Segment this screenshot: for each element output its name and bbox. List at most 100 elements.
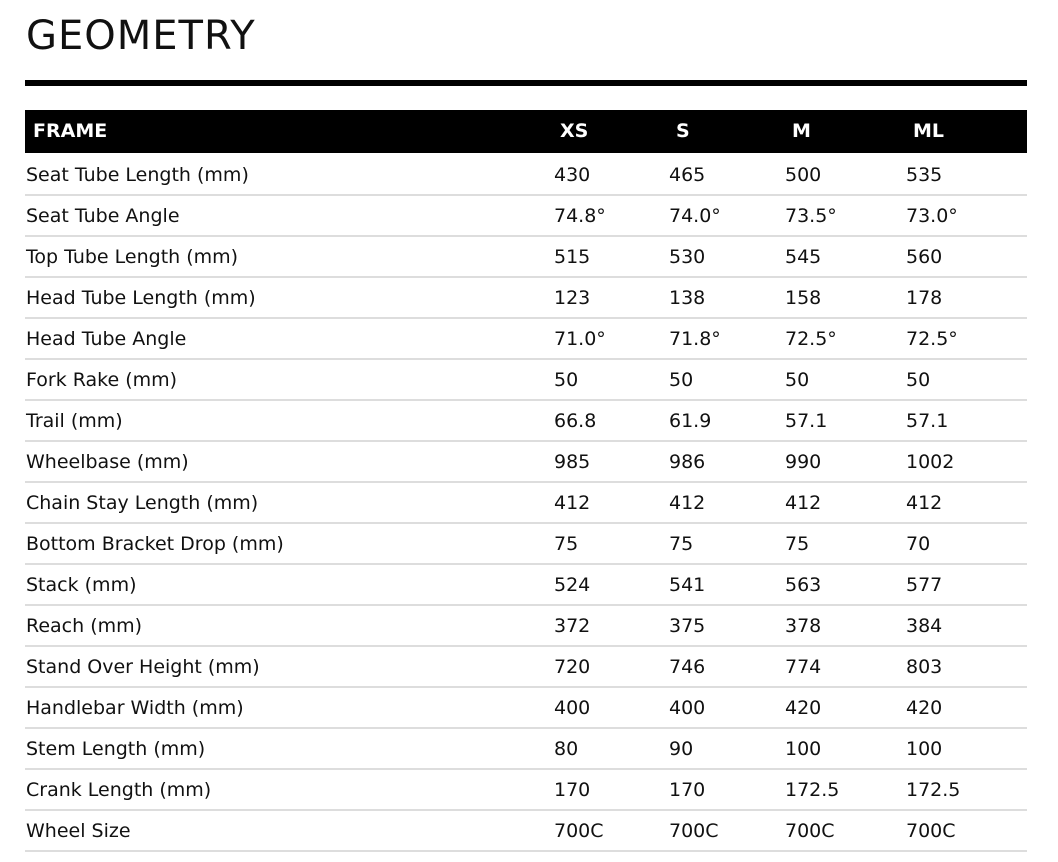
row-value: 71.8° [669, 328, 721, 350]
row-value: 990 [785, 451, 822, 473]
row-value: 61.9 [669, 410, 712, 432]
row-value: 170 [554, 779, 591, 801]
table-row: Top Tube Length (mm) 515 530 545 560 [25, 237, 1027, 278]
table-row: Head Tube Length (mm) 123 138 158 178 [25, 278, 1027, 319]
table-row: Head Tube Angle 71.0° 71.8° 72.5° 72.5° [25, 319, 1027, 360]
row-value: 803 [906, 656, 943, 678]
row-value: 138 [669, 287, 706, 309]
row-value: 700C [669, 820, 719, 842]
row-value: 535 [906, 164, 943, 186]
row-value: 746 [669, 656, 706, 678]
table-row: Seat Tube Length (mm) 430 465 500 535 [25, 155, 1027, 196]
row-label: Stack (mm) [26, 574, 137, 596]
row-value: 524 [554, 574, 591, 596]
row-value: 72.5° [906, 328, 958, 350]
row-label: Chain Stay Length (mm) [26, 492, 259, 514]
row-label: Head Tube Length (mm) [26, 287, 256, 309]
row-value: 158 [785, 287, 822, 309]
row-value: 384 [906, 615, 943, 637]
row-label: Trail (mm) [26, 410, 123, 432]
row-value: 71.0° [554, 328, 606, 350]
row-label: Stem Length (mm) [26, 738, 206, 760]
row-label: Wheel Size [26, 820, 131, 842]
table-row: Wheel Size 700C 700C 700C 700C [25, 811, 1027, 852]
header-label: FRAME [33, 120, 108, 142]
row-value: 100 [785, 738, 822, 760]
row-value: 1002 [906, 451, 955, 473]
row-label: Top Tube Length (mm) [26, 246, 239, 268]
title-rule [25, 80, 1027, 86]
row-value: 50 [906, 369, 931, 391]
row-value: 73.5° [785, 205, 837, 227]
row-value: 465 [669, 164, 706, 186]
row-label: Handlebar Width (mm) [26, 697, 244, 719]
row-value: 560 [906, 246, 943, 268]
row-label: Bottom Bracket Drop (mm) [26, 533, 284, 555]
row-label: Head Tube Angle [26, 328, 187, 350]
page-title: GEOMETRY [26, 13, 256, 59]
row-value: 50 [785, 369, 810, 391]
row-value: 72.5° [785, 328, 837, 350]
row-value: 500 [785, 164, 822, 186]
row-value: 700C [785, 820, 835, 842]
row-label: Fork Rake (mm) [26, 369, 178, 391]
row-value: 700C [554, 820, 604, 842]
row-value: 515 [554, 246, 591, 268]
table-row: Bottom Bracket Drop (mm) 75 75 75 70 [25, 524, 1027, 565]
row-value: 412 [669, 492, 706, 514]
row-value: 577 [906, 574, 943, 596]
row-value: 90 [669, 738, 694, 760]
row-value: 412 [785, 492, 822, 514]
row-value: 375 [669, 615, 706, 637]
row-value: 985 [554, 451, 591, 473]
row-value: 123 [554, 287, 591, 309]
row-value: 720 [554, 656, 591, 678]
header-row: FRAME XS S M ML [25, 110, 1027, 153]
row-value: 700C [906, 820, 956, 842]
row-value: 178 [906, 287, 943, 309]
row-value: 73.0° [906, 205, 958, 227]
row-value: 57.1 [906, 410, 949, 432]
row-value: 420 [906, 697, 943, 719]
row-value: 74.8° [554, 205, 606, 227]
row-value: 74.0° [669, 205, 721, 227]
row-label: Reach (mm) [26, 615, 143, 637]
row-value: 412 [906, 492, 943, 514]
row-value: 50 [554, 369, 579, 391]
row-value: 378 [785, 615, 822, 637]
table-row: Reach (mm) 372 375 378 384 [25, 606, 1027, 647]
geometry-table: FRAME XS S M ML Seat Tube Length (mm) 430 465 50… [25, 110, 1027, 852]
row-value: 530 [669, 246, 706, 268]
row-value: 172.5 [906, 779, 961, 801]
row-value: 986 [669, 451, 706, 473]
row-value: 430 [554, 164, 591, 186]
row-label: Seat Tube Angle [26, 205, 180, 227]
row-value: 774 [785, 656, 822, 678]
header-size: S [676, 120, 690, 142]
row-value: 75 [785, 533, 810, 555]
row-value: 172.5 [785, 779, 840, 801]
row-value: 170 [669, 779, 706, 801]
row-value: 563 [785, 574, 822, 596]
table-row: Wheelbase (mm) 985 986 990 1002 [25, 442, 1027, 483]
row-value: 66.8 [554, 410, 597, 432]
table-row: Stand Over Height (mm) 720 746 774 803 [25, 647, 1027, 688]
header-size: XS [560, 120, 589, 142]
row-value: 545 [785, 246, 822, 268]
header-size: ML [913, 120, 945, 142]
row-label: Seat Tube Length (mm) [26, 164, 249, 186]
table-row: Stem Length (mm) 80 90 100 100 [25, 729, 1027, 770]
row-value: 100 [906, 738, 943, 760]
row-value: 412 [554, 492, 591, 514]
row-value: 400 [669, 697, 706, 719]
row-value: 80 [554, 738, 579, 760]
table-row: Chain Stay Length (mm) 412 412 412 412 [25, 483, 1027, 524]
table-row: Handlebar Width (mm) 400 400 420 420 [25, 688, 1027, 729]
table-row: Fork Rake (mm) 50 50 50 50 [25, 360, 1027, 401]
table-row: Stack (mm) 524 541 563 577 [25, 565, 1027, 606]
row-label: Wheelbase (mm) [26, 451, 189, 473]
row-value: 420 [785, 697, 822, 719]
row-value: 75 [669, 533, 694, 555]
row-value: 75 [554, 533, 579, 555]
